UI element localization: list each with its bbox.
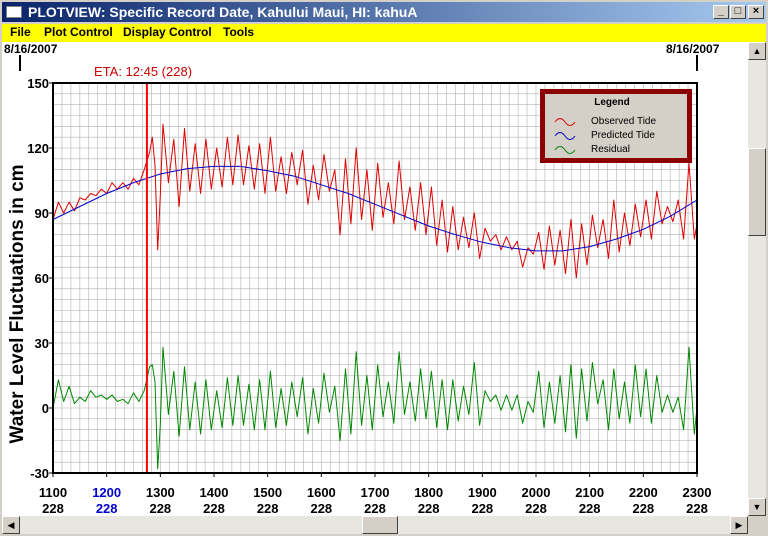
x-tick-label-time: 1900 (468, 485, 497, 500)
x-tick-label-day: 228 (203, 501, 225, 516)
legend: Legend Observed Tide Predicted Tide Resi… (540, 89, 692, 163)
horizontal-scroll-thumb[interactable] (362, 516, 398, 534)
end-date-label: 8/16/2007 (666, 42, 720, 56)
x-tick-label-day: 228 (579, 501, 601, 516)
menu-tools[interactable]: Tools (223, 25, 255, 39)
x-tick-label-day: 228 (525, 501, 547, 516)
tide-chart: 1501209060300-30110022812002281300228140… (4, 42, 720, 516)
y-tick-label: 150 (27, 76, 49, 91)
plot-area: 150 120 90 60 30 0 -30 1100 228 1200 228 1300 228 140… (2, 42, 748, 516)
window-title: PLOTVIEW: Specific Record Date, Kahului … (28, 4, 418, 20)
eta-label: ETA: 12:45 (228) (94, 64, 192, 79)
menu-plot-control[interactable]: Plot Control (44, 25, 113, 39)
y-tick-label: 60 (35, 271, 49, 286)
y-tick-label: -30 (30, 466, 49, 481)
x-tick-label-day: 228 (42, 501, 64, 516)
menu-bar: File Plot Control Display Control Tools (2, 24, 766, 42)
x-tick-label-time: 1600 (307, 485, 336, 500)
residual-line (52, 346, 698, 470)
scroll-down-button[interactable]: ▼ (748, 498, 766, 516)
x-tick-label-time: 1500 (253, 485, 282, 500)
menu-display-control[interactable]: Display Control (123, 25, 212, 39)
start-date-label: 8/16/2007 (4, 42, 58, 56)
legend-label-residual: Residual (591, 144, 630, 155)
y-tick-label: 90 (35, 206, 49, 221)
title-bar[interactable]: PLOTVIEW: Specific Record Date, Kahului … (0, 0, 768, 24)
vertical-scroll-thumb[interactable] (748, 148, 766, 236)
x-tick-label-time: 2300 (683, 485, 712, 500)
x-tick-label-time: 2200 (629, 485, 658, 500)
menu-file[interactable]: File (10, 25, 31, 39)
x-tick-label-time: 2100 (575, 485, 604, 500)
vertical-scrollbar[interactable]: ▲ ▼ (748, 42, 766, 516)
x-tick-label-day: 228 (471, 501, 493, 516)
legend-label-observed: Observed Tide (591, 116, 656, 127)
x-tick-label-time: 1300 (146, 485, 175, 500)
observed-tide-line (52, 123, 698, 279)
x-tick-label-time: 1100 (39, 485, 67, 500)
legend-panel (545, 94, 687, 158)
x-tick-label-day: 228 (418, 501, 440, 516)
x-tick-label-day: 228 (686, 501, 708, 516)
scroll-right-button[interactable]: ▶ (730, 516, 748, 534)
x-tick-label-day: 228 (310, 501, 332, 516)
x-tick-label-day: 228 (364, 501, 386, 516)
x-tick-label-day: 228 (149, 501, 171, 516)
minimize-button[interactable]: _ (713, 5, 729, 19)
x-tick-label-day: 228 (96, 501, 118, 516)
scroll-left-button[interactable]: ◀ (2, 516, 20, 534)
x-tick-label-day: 228 (257, 501, 279, 516)
scrollbar-corner (748, 516, 766, 534)
y-tick-label: 120 (27, 141, 49, 156)
y-tick-label: 0 (42, 401, 49, 416)
x-tick-label-time: 1400 (200, 485, 229, 500)
y-tick-label: 30 (35, 336, 49, 351)
legend-label-predicted: Predicted Tide (591, 130, 655, 141)
x-tick-label-time: 2000 (522, 485, 551, 500)
horizontal-scrollbar[interactable]: ◀ ▶ (2, 516, 748, 534)
maximize-button[interactable]: □ (730, 5, 746, 19)
legend-swatch-predicted (554, 132, 576, 140)
scroll-up-button[interactable]: ▲ (748, 42, 766, 60)
x-tick-label-time: 1800 (414, 485, 443, 500)
legend-swatch-residual (554, 146, 576, 154)
x-tick-label-time: 1700 (361, 485, 390, 500)
legend-swatch-observed (554, 118, 576, 126)
app-icon[interactable] (6, 6, 22, 18)
predicted-tide-line (52, 165, 698, 252)
x-tick-label-time: 1200 (92, 485, 121, 500)
close-button[interactable]: × (748, 5, 764, 19)
y-axis-label: Water Level Fluctuations in cm (7, 164, 28, 443)
legend-title: Legend (594, 97, 630, 108)
x-tick-label-day: 228 (632, 501, 654, 516)
